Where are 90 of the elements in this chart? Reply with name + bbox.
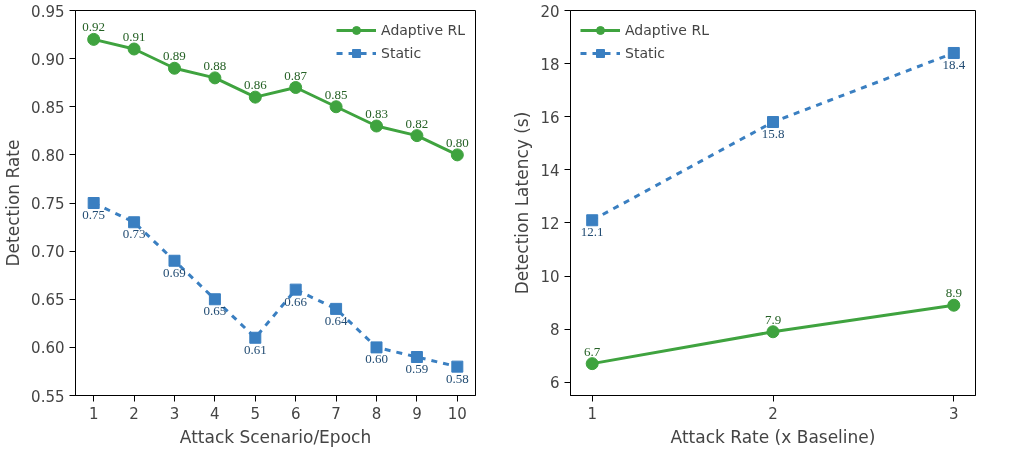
data-label: 0.65 bbox=[203, 303, 227, 319]
point bbox=[289, 283, 302, 296]
legend-label: Adaptive RL bbox=[381, 22, 465, 38]
x-tick-label: 1 bbox=[88, 404, 99, 423]
data-label: 0.59 bbox=[405, 361, 429, 376]
y-tick-label: 0.75 bbox=[31, 195, 65, 213]
point bbox=[410, 129, 424, 143]
point bbox=[450, 148, 464, 162]
data-label: 0.86 bbox=[243, 77, 268, 93]
data-label: 0.92 bbox=[82, 19, 106, 35]
point bbox=[87, 32, 101, 46]
point bbox=[168, 254, 181, 267]
point bbox=[249, 331, 262, 344]
y-tick-label: 20 bbox=[540, 2, 560, 21]
point bbox=[410, 351, 423, 363]
y-tick-label: 8 bbox=[549, 321, 560, 340]
data-label: 0.58 bbox=[445, 370, 469, 386]
legend-label: Static bbox=[381, 45, 422, 61]
y-tick-label: 0.80 bbox=[31, 146, 65, 165]
x-tick-label: 7 bbox=[331, 404, 341, 423]
point bbox=[127, 42, 141, 56]
y-tick-label: 18 bbox=[540, 55, 560, 74]
x-axis-title: Attack Scenario/Epoch bbox=[179, 426, 372, 447]
point bbox=[586, 214, 599, 227]
data-label: 0.75 bbox=[82, 207, 106, 222]
y-tick-label: 16 bbox=[540, 108, 560, 127]
point bbox=[766, 325, 780, 339]
data-label: 6.7 bbox=[584, 343, 601, 359]
point bbox=[947, 298, 961, 312]
data-label: 0.82 bbox=[405, 115, 429, 131]
point bbox=[767, 116, 779, 129]
data-label: 0.87 bbox=[284, 67, 308, 83]
x-tick-label: 1 bbox=[587, 404, 597, 423]
y-tick-label: 6 bbox=[549, 374, 560, 393]
data-label: 0.83 bbox=[365, 106, 388, 121]
data-label: 0.88 bbox=[203, 57, 227, 73]
x-axis-title: Attack Rate (x Baseline) bbox=[670, 426, 876, 447]
data-label: 0.85 bbox=[324, 86, 348, 102]
y-tick-label: 0.65 bbox=[31, 291, 65, 310]
y-tick-label: 0.60 bbox=[31, 339, 65, 358]
data-label: 0.61 bbox=[243, 341, 267, 357]
x-tick-label: 9 bbox=[412, 404, 422, 423]
data-label: 0.73 bbox=[122, 226, 146, 242]
y-tick-label: 0.85 bbox=[31, 98, 65, 117]
x-tick-label: 5 bbox=[250, 404, 261, 423]
point bbox=[370, 341, 383, 354]
data-label: 7.9 bbox=[764, 311, 782, 327]
y-axis-title: Detection Latency (s) bbox=[512, 111, 533, 295]
y-tick-label: 0.70 bbox=[31, 243, 65, 262]
point bbox=[329, 100, 343, 114]
x-tick-label: 10 bbox=[447, 404, 467, 423]
data-label: 8.9 bbox=[945, 285, 962, 301]
point bbox=[248, 90, 262, 104]
data-label: 0.89 bbox=[163, 48, 186, 64]
x-tick-label: 3 bbox=[169, 404, 180, 423]
data-label: 15.8 bbox=[761, 126, 785, 142]
data-label: 0.64 bbox=[324, 312, 348, 328]
y-tick-label: 14 bbox=[540, 161, 560, 180]
point bbox=[451, 360, 464, 373]
point bbox=[208, 71, 222, 85]
x-tick-label: 3 bbox=[949, 404, 959, 423]
y-tick-label: 0.90 bbox=[31, 50, 65, 69]
x-tick-label: 4 bbox=[210, 404, 220, 423]
data-label: 18.4 bbox=[942, 56, 966, 72]
y-tick-label: 0.95 bbox=[31, 2, 65, 21]
x-tick-label: 8 bbox=[371, 404, 382, 423]
point bbox=[128, 216, 141, 229]
data-label: 0.91 bbox=[122, 29, 146, 44]
data-label: 12.1 bbox=[580, 224, 604, 240]
y-tick-label: 0.55 bbox=[31, 387, 65, 406]
y-tick-label: 10 bbox=[540, 268, 560, 287]
point bbox=[370, 119, 384, 133]
y-tick-label: 12 bbox=[540, 214, 560, 233]
legend-label: Adaptive RL bbox=[625, 22, 709, 38]
data-label: 0.80 bbox=[445, 134, 469, 150]
data-label: 0.66 bbox=[284, 293, 308, 309]
x-tick-label: 6 bbox=[290, 404, 301, 423]
data-label: 0.60 bbox=[365, 351, 388, 367]
point bbox=[87, 197, 100, 209]
legend-label: Static bbox=[625, 45, 666, 61]
data-label: 0.69 bbox=[163, 264, 186, 280]
point bbox=[330, 302, 343, 315]
point bbox=[947, 46, 960, 59]
point bbox=[289, 81, 303, 94]
y-axis-title: Detection Rate bbox=[3, 139, 24, 267]
x-tick-label: 2 bbox=[768, 404, 778, 423]
point bbox=[167, 61, 181, 75]
point bbox=[585, 357, 599, 371]
x-tick-label: 2 bbox=[129, 404, 139, 423]
point bbox=[208, 293, 221, 306]
